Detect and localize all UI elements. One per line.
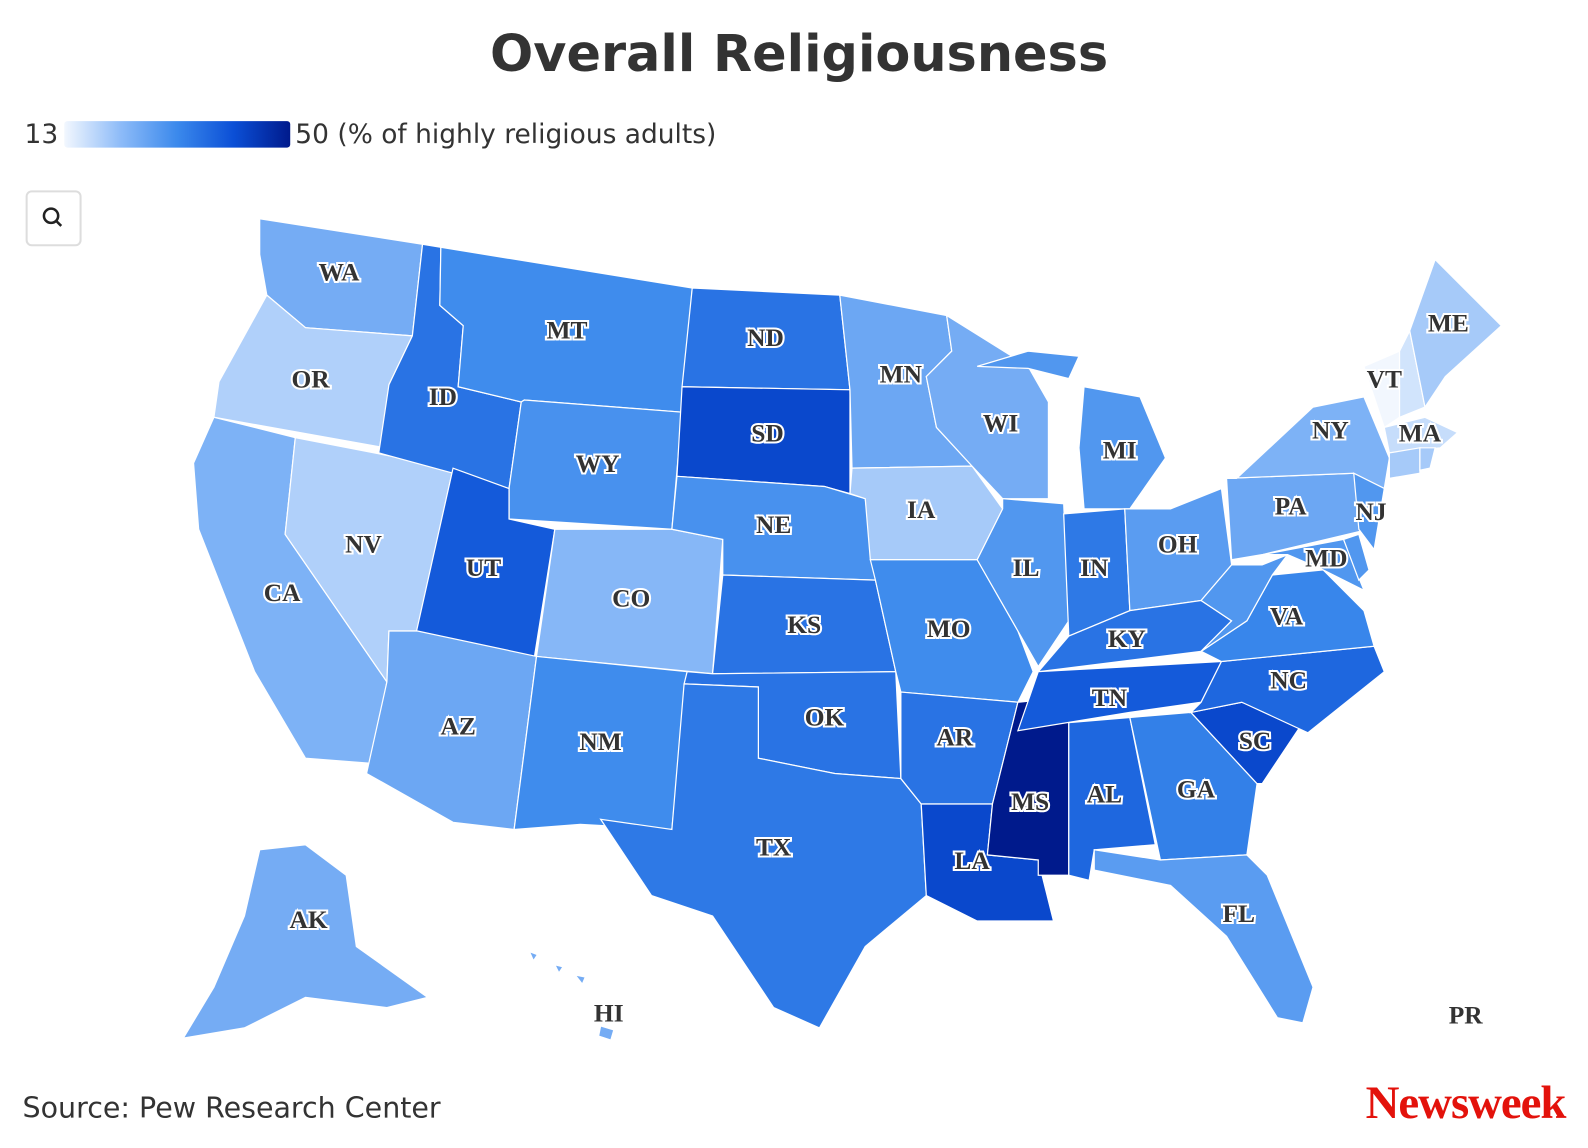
state-label: TX [756, 833, 792, 862]
state [1016, 660, 1223, 732]
state-label: KS [787, 610, 821, 639]
state-label: AK [289, 905, 327, 934]
state-label: AR [936, 723, 973, 752]
state-label: VA [1270, 602, 1304, 631]
state [1093, 849, 1314, 1024]
state-label: MN [880, 359, 923, 388]
states [182, 218, 1503, 1041]
state-label: IL [1013, 553, 1040, 582]
state-label: MO [927, 614, 971, 643]
title: Overall Religiousness [490, 24, 1108, 83]
state-label: NJ [1356, 497, 1387, 526]
state [1353, 472, 1385, 552]
state [1388, 447, 1421, 480]
state-label: OH [1158, 529, 1198, 558]
state-label: NM [579, 727, 621, 756]
state-label: MT [547, 316, 588, 345]
legend-bar [64, 121, 291, 148]
state [1129, 711, 1258, 861]
state-label: WY [576, 449, 620, 478]
state-label: NC [1270, 666, 1307, 695]
state-label: KY [1108, 624, 1146, 653]
state-label: GA [1177, 775, 1216, 804]
state [1419, 447, 1436, 471]
state-label: IA [907, 495, 936, 524]
state-label: MS [1011, 787, 1049, 816]
state-labels: WA OR CA NV ID MT WY UT CO AZ NM ND SD NE KS OK TX MN IA MO… [262, 256, 1486, 1032]
state-label: NE [756, 510, 791, 539]
source: Source: Pew Research Center [23, 1091, 441, 1124]
state-label: SC [1239, 726, 1272, 755]
state-label: ID [429, 382, 457, 411]
state-label: SD [751, 418, 784, 447]
state-label: PA [1275, 492, 1308, 521]
state-label: IN [1080, 553, 1109, 582]
zoom-button[interactable] [25, 190, 82, 247]
state-label: AL [1087, 780, 1122, 809]
state [1262, 538, 1366, 592]
state [1409, 258, 1503, 409]
state-label: MA [1399, 418, 1442, 447]
state [1226, 396, 1391, 490]
state-label: MI [1103, 436, 1137, 465]
state-label: CO [612, 583, 650, 612]
state [1200, 553, 1290, 652]
state-label: PR [1449, 1001, 1484, 1030]
state-label: UT [466, 553, 501, 582]
state [535, 528, 724, 675]
state-label: VT [1367, 364, 1402, 393]
legend-label: 13 [25, 119, 59, 150]
state-label: OR [291, 364, 330, 393]
state-label: MD [1305, 544, 1347, 573]
state-label: TN [1092, 683, 1128, 712]
state [182, 844, 430, 1039]
state-label: NV [345, 529, 382, 558]
brand-logo: Newsweek [1366, 1077, 1567, 1129]
state-label: CA [264, 578, 301, 607]
state-label: WI [983, 408, 1018, 437]
state-label: ME [1428, 309, 1469, 338]
state-label: FL [1222, 899, 1255, 928]
state [528, 950, 615, 1041]
state-label: OK [805, 702, 845, 731]
state-label: HI [594, 999, 624, 1028]
state [1383, 416, 1459, 454]
state [986, 696, 1070, 876]
state-label: WA [319, 258, 361, 287]
legend-label: 50 (% of highly religious adults) [295, 119, 716, 150]
state-label: NY [1312, 415, 1349, 444]
state-label: AZ [440, 712, 475, 741]
state [1342, 533, 1370, 582]
state-label: ND [747, 323, 784, 352]
state [1189, 645, 1386, 734]
state [599, 683, 927, 1029]
state-label: LA [954, 846, 990, 875]
